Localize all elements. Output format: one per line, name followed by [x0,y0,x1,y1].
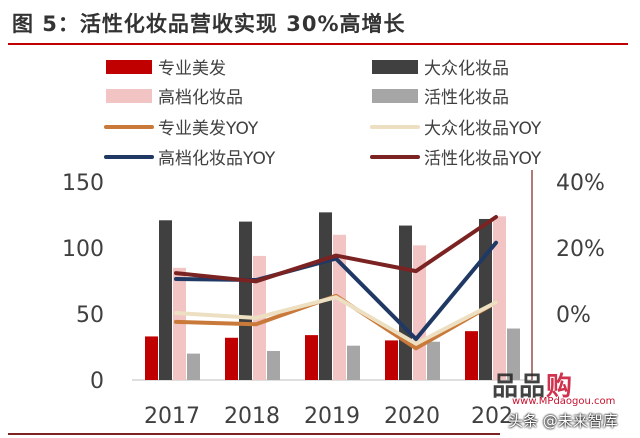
bar-活性化妆品-2021 [507,328,520,380]
watermark-brand-b: 购 [546,372,574,402]
bar-大众化妆品-2018 [239,221,252,380]
bar-活性化妆品-2017 [187,353,200,380]
title-bar: 图 5：活性化妆品营收实现 30%高增长 [0,0,640,45]
bar-高档化妆品-2021 [493,216,506,380]
bar-活性化妆品-2018 [267,350,280,380]
x-tick-2017: 2017 [144,404,200,429]
bar-专业美发-2020 [385,340,398,380]
y-right-tick-40%: 40% [556,171,605,196]
legend-swatch-专业美发 [106,60,152,74]
legend-swatch-大众化妆品 [372,60,418,74]
x-tick-2020: 2020 [384,404,440,429]
y-right-tick-0%: 0% [556,303,591,328]
watermark-brand: 品品购 [492,366,573,403]
legend-label-大众化妆品: 大众化妆品 [424,59,509,79]
bar-专业美发-2019 [305,335,318,380]
bar-大众化妆品-2019 [319,212,332,380]
y-left-tick-50: 50 [76,303,104,328]
bar-高档化妆品-2019 [333,234,346,380]
legend-label-高档化妆品YOY: 高档化妆品YOY [158,149,276,169]
watermark-url: www.MPdaogou.com [512,396,616,407]
legend-label-专业美发: 专业美发 [158,59,226,79]
bar-专业美发-2021 [465,331,478,380]
bar-大众化妆品-2017 [159,220,172,380]
legend-label-高档化妆品: 高档化妆品 [158,88,243,108]
y-right-tick-20%: 20% [556,237,605,262]
line-活性化妆品YOY [174,214,498,284]
bar-大众化妆品-2021 [479,218,492,380]
x-tick-2021: 202 [471,404,513,429]
bar-大众化妆品-2020 [399,225,412,380]
legend-swatch-活性化妆品 [372,89,418,103]
legend-label-活性化妆品YOY: 活性化妆品YOY [424,149,542,169]
x-tick-2018: 2018 [224,404,280,429]
y-left-tick-0: 0 [90,369,104,394]
bar-专业美发-2017 [145,336,158,380]
watermark-brand-a: 品品 [492,372,547,402]
bar-专业美发-2018 [225,337,238,380]
x-tick-2019: 2019 [304,404,360,429]
legend-label-大众化妆品YOY: 大众化妆品YOY [424,119,542,139]
legend-swatch-高档化妆品 [106,89,152,103]
y-left-tick-150: 150 [62,171,104,196]
legend-label-活性化妆品: 活性化妆品 [424,88,509,108]
line-大众化妆品YOY [174,295,498,346]
bar-活性化妆品-2019 [347,345,360,380]
watermark-source: 头条 @未来智库 [508,412,618,430]
title-divider [8,43,628,45]
bar-活性化妆品-2020 [427,341,440,380]
legend-label-专业美发YOY: 专业美发YOY [158,119,259,139]
y-left-tick-100: 100 [62,237,104,262]
chart-title: 图 5：活性化妆品营收实现 30%高增长 [12,12,406,36]
